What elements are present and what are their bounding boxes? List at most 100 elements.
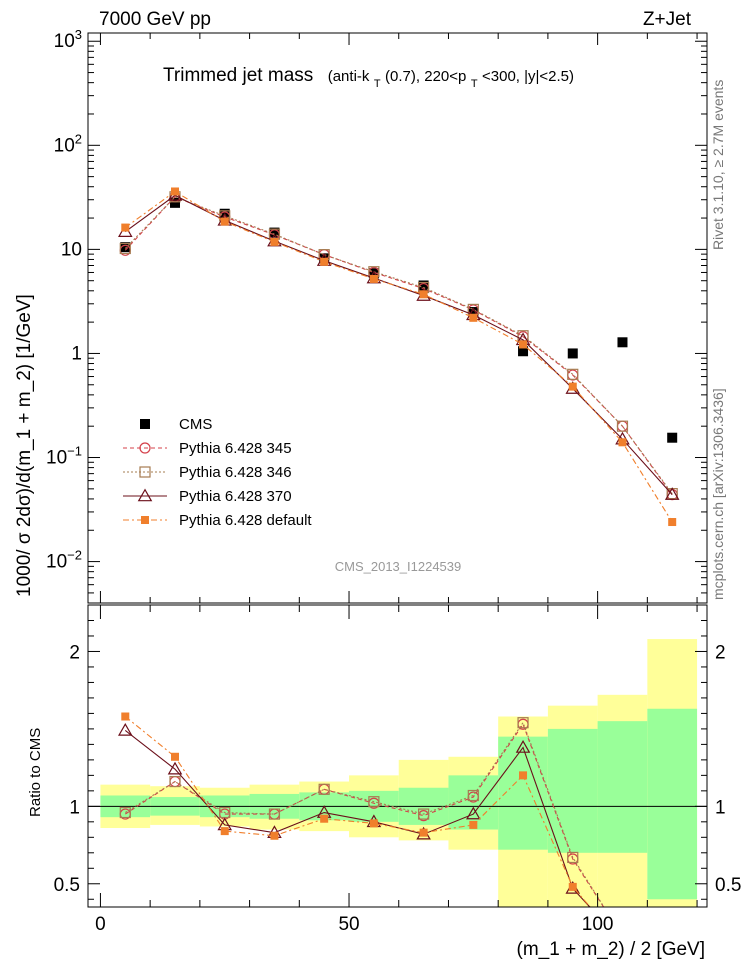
mcplots-label: mcplots.cern.ch [arXiv:1306.3436] (710, 388, 726, 600)
point-cms-11 (667, 432, 678, 443)
point-pdef-0 (121, 223, 130, 232)
ratio-y-label-right-0: 0.5 (715, 875, 741, 896)
ratio-point-pdef-1 (171, 752, 180, 761)
ratio-point-p346-8 (517, 717, 529, 729)
point-pdef-2 (220, 217, 229, 226)
ratio-bands (88, 639, 707, 907)
ratio-point-p345-4 (318, 783, 330, 795)
ratio-line-p346 (124, 721, 605, 907)
ratio-point-p346-0 (119, 806, 131, 819)
ratio-y-label-left-1: 1 (69, 797, 80, 818)
ratio-y-label-left-0: 0.5 (54, 875, 80, 896)
point-p346-10 (616, 420, 629, 432)
ratio-point-p346-6 (418, 808, 430, 820)
ratio-point-p370-0 (118, 722, 133, 736)
main-y-label: 1000/ σ 2dσ)/d(m_1 + m_2) [1/GeV] (14, 294, 35, 597)
point-cms-5 (368, 268, 379, 279)
ratio-line-pdef (124, 716, 591, 907)
header-left: 7000 GeV pp (99, 9, 211, 30)
y-tick-label-1: 10−1 (46, 444, 82, 469)
ratio-line-p345 (124, 723, 605, 907)
chart-title-prefix: (anti-k (328, 68, 370, 85)
ratio-point-p370-7 (466, 806, 481, 820)
point-pdef-5 (369, 274, 378, 283)
legend: CMS Pythia 6.428 345 Pythia 6.428 346 Pythi… (123, 416, 312, 529)
point-cms-10 (617, 337, 628, 348)
ratio-point-p346-4 (318, 783, 330, 795)
ratio-point-pdef-7 (469, 820, 478, 829)
band-green-11 (647, 708, 698, 900)
point-pdef-8 (519, 340, 528, 349)
ratio-axes: 0.5 0.5 1 1 2 2 0 50 100 (54, 604, 741, 935)
ratio-point-p346-1 (169, 775, 181, 788)
legend-label-pdef: Pythia 6.428 default (179, 512, 312, 529)
ratio-y-label-left-2: 2 (69, 642, 80, 663)
legend-label-p345: Pythia 6.428 345 (179, 440, 292, 457)
chart-title-main: Trimmed jet mass (163, 65, 313, 86)
point-pdef-4 (320, 257, 329, 266)
ratio-point-p346-7 (467, 789, 479, 802)
ratio-y-label-right-2: 2 (715, 642, 726, 663)
legend-label-p370: Pythia 6.428 370 (179, 488, 292, 505)
series-line-p345 (124, 196, 673, 495)
ratio-point-pdef-5 (369, 819, 378, 828)
series-line-p370 (124, 194, 673, 495)
legend-label-cms: CMS (179, 416, 212, 433)
legend-marker-p346 (139, 466, 151, 478)
ratio-point-pdef-8 (519, 771, 528, 780)
legend-marker-p370 (137, 488, 153, 502)
chart-title-sub2: T (471, 78, 478, 90)
ratio-data-layer (118, 712, 605, 907)
rivet-label: Rivet 3.1.10, ≥ 2.7M events (710, 80, 726, 250)
ratio-point-pdef-2 (220, 827, 229, 836)
point-pdef-9 (568, 382, 577, 391)
ratio-point-pdef-0 (121, 712, 130, 721)
main-axes: 10−2 10−1 1 10 102 103 (46, 27, 707, 604)
x-axis-label: (m_1 + m_2) / 2 [GeV] (517, 939, 706, 960)
point-pdef-6 (419, 290, 428, 299)
y-tick-label-4: 102 (54, 131, 82, 156)
y-tick-label-3: 10 (61, 239, 82, 260)
point-cms-0 (120, 242, 131, 253)
point-cms-8 (518, 346, 529, 357)
ratio-point-pdef-6 (419, 828, 428, 837)
ratio-y-label-right-1: 1 (715, 797, 726, 818)
chart-title-sub1: T (374, 78, 381, 90)
point-p346-9 (567, 368, 579, 380)
main-frame (87, 32, 708, 604)
x-tick-label-0: 0 (95, 914, 106, 935)
ratio-panel: 0.5 0.5 1 1 2 2 0 50 100 Ratio to CMS (m_1 + m_2… (27, 604, 741, 960)
ratio-point-p345-1 (169, 775, 181, 788)
ratio-point-pdef-9 (568, 882, 577, 891)
point-p346-0 (119, 242, 131, 255)
y-tick-label-2: 1 (71, 343, 82, 364)
point-cms-3 (269, 227, 280, 238)
main-panel: 10−2 10−1 1 10 102 103 Trimmed jet mass (anti… (14, 27, 708, 604)
x-tick-label-2: 100 (582, 914, 614, 935)
series-line-p346 (124, 196, 673, 494)
band-green-9 (547, 728, 598, 853)
main-data-layer (118, 187, 680, 527)
x-tick-label-1: 50 (338, 914, 359, 935)
ratio-point-p345-3 (268, 808, 281, 820)
point-cms-7 (468, 307, 479, 318)
legend-marker-cms (140, 419, 150, 429)
chart-title-suffix: <300, |y|<2.5) (482, 68, 574, 85)
ratio-point-p346-5 (368, 796, 380, 808)
ratio-point-pdef-3 (270, 831, 279, 840)
ratio-y-label: Ratio to CMS (27, 728, 44, 817)
ratio-point-pdef-4 (320, 814, 329, 823)
y-tick-label-0: 10−2 (46, 548, 82, 573)
ratio-series-group (118, 712, 605, 907)
chart-title-mid: (0.7), 220<p (385, 68, 466, 85)
header-right: Z+Jet (643, 9, 692, 30)
point-pdef-11 (668, 518, 677, 527)
chart-title: Trimmed jet mass (anti-k T (0.7), 220<p … (163, 65, 574, 91)
point-pdef-1 (171, 187, 180, 196)
point-pdef-7 (469, 313, 478, 322)
series-line-pdef (124, 190, 673, 523)
ratio-point-p346-3 (268, 808, 281, 820)
legend-label-p346: Pythia 6.428 346 (179, 464, 292, 481)
point-cms-9 (567, 348, 578, 359)
